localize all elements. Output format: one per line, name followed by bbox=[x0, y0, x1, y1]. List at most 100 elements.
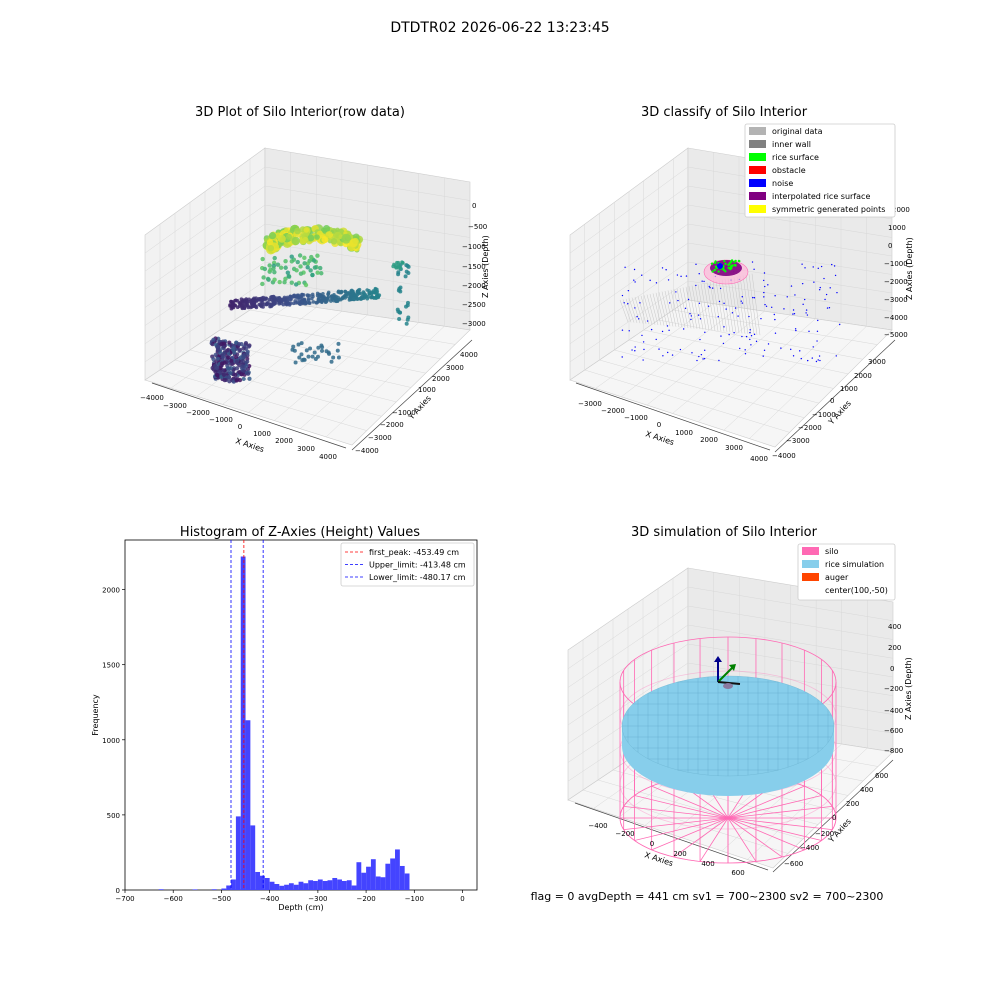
raw-point bbox=[405, 300, 410, 305]
raw-point bbox=[397, 263, 401, 268]
legend-label: rice simulation bbox=[825, 560, 884, 569]
raw-point bbox=[405, 263, 410, 268]
noise-point bbox=[764, 303, 766, 306]
noise-point bbox=[749, 329, 751, 331]
hist-ytick: 1500 bbox=[102, 662, 120, 670]
noise-point bbox=[800, 357, 802, 360]
noise-point bbox=[752, 296, 754, 299]
raw-point bbox=[311, 300, 316, 304]
p1-xtick: 2000 bbox=[275, 437, 293, 445]
hist-xtick: −300 bbox=[308, 895, 327, 903]
noise-point bbox=[828, 307, 831, 309]
raw-point bbox=[219, 361, 225, 366]
raw-point bbox=[281, 302, 286, 307]
noise-point bbox=[749, 338, 751, 341]
noise-point bbox=[717, 263, 723, 269]
hist-xtick: 0 bbox=[460, 895, 464, 903]
raw-point bbox=[211, 357, 216, 362]
noise-point bbox=[677, 299, 679, 302]
raw-point bbox=[213, 369, 218, 374]
noise-point bbox=[795, 329, 797, 332]
hist-bar bbox=[235, 816, 241, 890]
noise-point bbox=[662, 355, 664, 357]
p2-xtick: 3000 bbox=[725, 444, 743, 452]
noise-point bbox=[783, 308, 785, 310]
hist-bar bbox=[356, 862, 362, 890]
noise-point bbox=[650, 328, 653, 331]
noise-point bbox=[655, 282, 658, 284]
p1-ztick: −2500 bbox=[462, 301, 486, 309]
raw-point bbox=[296, 342, 301, 347]
noise-point bbox=[774, 295, 776, 297]
p2-xtick: −3000 bbox=[578, 400, 602, 408]
noise-point bbox=[728, 333, 730, 336]
p4-ztick: 200 bbox=[888, 644, 901, 652]
rice-point bbox=[710, 262, 714, 265]
noise-point bbox=[642, 359, 644, 361]
raw-point bbox=[246, 305, 251, 310]
raw-point bbox=[400, 260, 404, 264]
hist-bar bbox=[274, 883, 280, 890]
legend-label: rice surface bbox=[772, 153, 819, 162]
raw-point bbox=[397, 317, 402, 322]
noise-point bbox=[702, 358, 704, 360]
hist-bar bbox=[260, 875, 265, 890]
noise-point bbox=[833, 265, 836, 267]
noise-point bbox=[655, 338, 657, 341]
raw-point bbox=[348, 293, 353, 297]
legend-label: original data bbox=[772, 127, 823, 136]
rice-point bbox=[729, 260, 733, 264]
raw-point bbox=[339, 290, 343, 295]
raw-point bbox=[318, 293, 323, 298]
noise-point bbox=[745, 335, 748, 338]
noise-point bbox=[699, 338, 701, 341]
noise-point bbox=[723, 302, 725, 305]
raw-point bbox=[406, 270, 411, 275]
p4-ytick: 400 bbox=[860, 786, 873, 794]
raw-point bbox=[403, 274, 408, 279]
legend-label: inner wall bbox=[772, 140, 811, 149]
raw-point bbox=[221, 372, 227, 378]
noise-point bbox=[763, 296, 765, 298]
noise-point bbox=[763, 272, 766, 274]
raw-point bbox=[307, 234, 315, 242]
raw-point bbox=[241, 346, 246, 351]
hist-bar bbox=[361, 872, 367, 890]
raw-point bbox=[227, 370, 232, 375]
panel-raw-3d: 3D Plot of Silo Interior(row data) −4000… bbox=[140, 105, 490, 461]
noise-point bbox=[808, 330, 810, 333]
noise-point bbox=[717, 316, 719, 318]
noise-point bbox=[831, 263, 833, 266]
raw-point bbox=[240, 358, 246, 364]
p2-ytick: 0 bbox=[830, 397, 834, 405]
raw-point bbox=[285, 233, 292, 240]
raw-point bbox=[314, 234, 320, 240]
raw-point bbox=[272, 255, 277, 261]
p1-xtick: 1000 bbox=[253, 430, 271, 438]
raw-point bbox=[215, 348, 220, 353]
raw-point bbox=[312, 265, 318, 270]
hist-bar bbox=[332, 877, 338, 890]
raw-point bbox=[298, 295, 303, 299]
hist-xtick: −200 bbox=[356, 895, 375, 903]
p1-ylabel: Y Axies bbox=[406, 394, 433, 422]
legend-label: interpolated rice surface bbox=[772, 192, 870, 201]
noise-point bbox=[667, 279, 670, 281]
p2-xtick: 1000 bbox=[675, 429, 693, 437]
raw-point bbox=[326, 350, 331, 355]
hist-bar bbox=[298, 881, 304, 890]
raw-point bbox=[259, 302, 264, 307]
raw-point bbox=[262, 266, 268, 272]
noise-point bbox=[805, 309, 808, 311]
raw-point bbox=[326, 292, 330, 297]
noise-point bbox=[680, 275, 682, 278]
noise-point bbox=[794, 328, 797, 330]
p2-zlabel: Z Axies (Depth) bbox=[905, 237, 914, 300]
raw-point bbox=[238, 347, 243, 353]
raw-point bbox=[295, 259, 300, 265]
hist-bar bbox=[308, 880, 314, 890]
raw-point bbox=[333, 231, 342, 240]
hist-bar bbox=[337, 879, 342, 890]
p1-xlabel: X Axies bbox=[234, 436, 265, 454]
noise-point bbox=[812, 346, 814, 348]
